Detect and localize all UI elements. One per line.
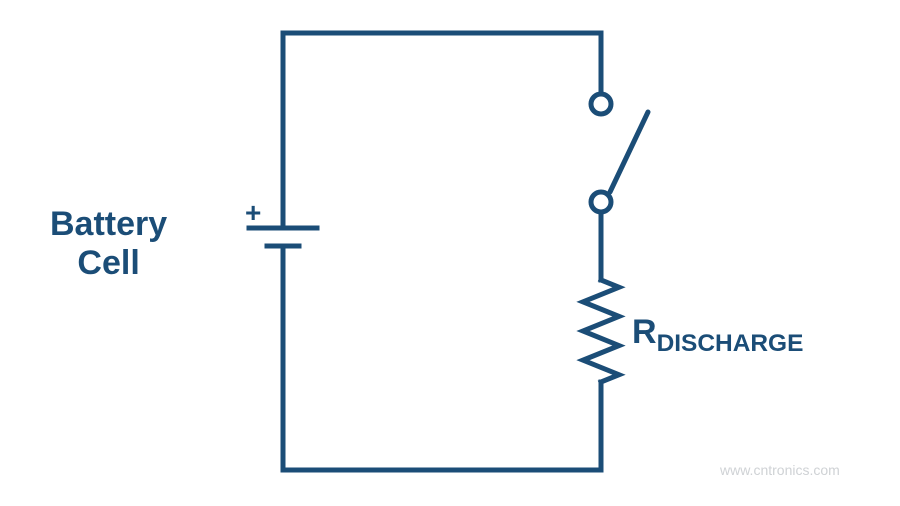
r-subscript: DISCHARGE <box>657 330 804 357</box>
battery-label-line2: Cell <box>50 244 167 283</box>
resistor-label: RDISCHARGE <box>632 313 803 358</box>
watermark-text: www.cntronics.com <box>720 462 840 478</box>
r-letter: R <box>632 313 657 351</box>
battery-label-line1: Battery <box>50 205 167 244</box>
battery-cell-label: Battery Cell <box>50 205 167 283</box>
plus-sign: + <box>245 197 261 229</box>
